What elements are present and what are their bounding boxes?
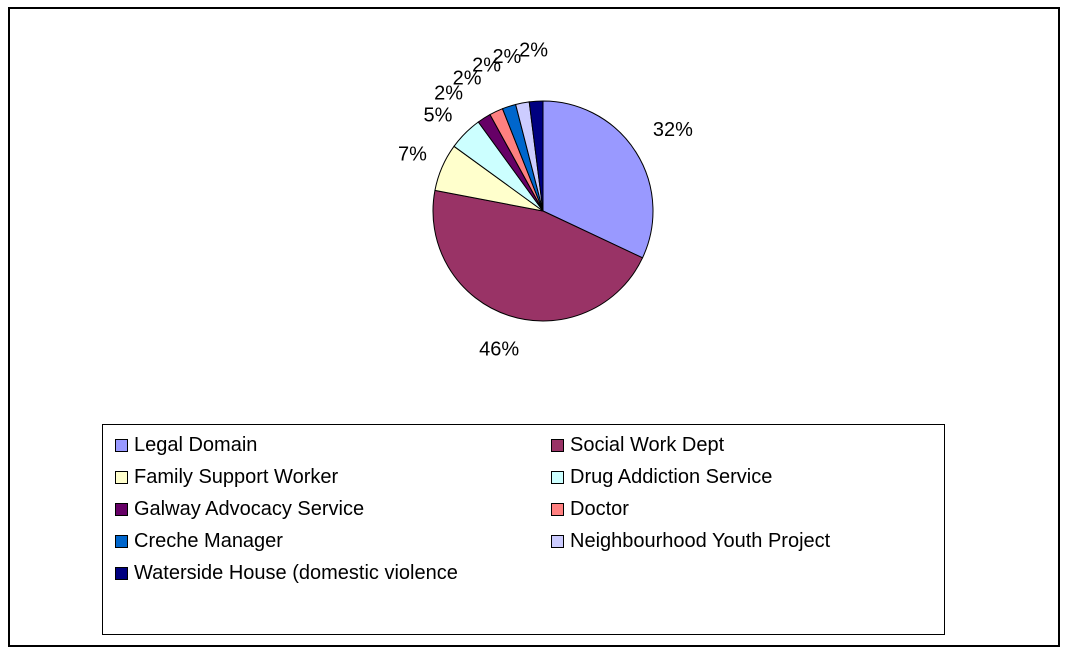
slice-label-4: 5%: [424, 104, 453, 126]
legend-swatch: [551, 470, 564, 484]
legend-swatch: [115, 470, 128, 484]
legend-item: Neighbourhood Youth Project: [551, 529, 830, 553]
pie-slice-9: [528, 100, 544, 212]
slice-label-1: 32%: [653, 119, 693, 141]
legend-label: Legal Domain: [134, 433, 258, 456]
legend-label: Neighbourhood Youth Project: [570, 529, 831, 552]
slice-label-9: 2%: [519, 40, 548, 62]
legend-label: Social Work Dept: [570, 433, 725, 456]
legend-swatch: [551, 438, 564, 452]
legend-item: Social Work Dept: [551, 433, 724, 457]
legend-swatch: [551, 502, 564, 516]
legend-item: Galway Advocacy Service: [115, 497, 364, 521]
legend-swatch: [115, 534, 128, 548]
legend-swatch: [115, 502, 128, 516]
legend-item: Waterside House (domestic violence: [115, 561, 458, 585]
legend-label: Galway Advocacy Service: [134, 497, 365, 520]
slice-label-6: 2%: [453, 68, 482, 90]
legend-swatch: [115, 566, 128, 580]
pie-slice-2: [432, 189, 644, 322]
legend-swatch: [551, 534, 564, 548]
slice-label-7: 2%: [472, 55, 501, 77]
legend-label: Waterside House (domestic violence: [134, 561, 458, 584]
legend-item: Creche Manager: [115, 529, 283, 553]
chart-legend: Legal Domain Social Work Dept Family Suppo…: [102, 424, 945, 635]
legend-label: Family Support Worker: [134, 465, 339, 488]
slice-label-2: 46%: [479, 338, 519, 360]
legend-item: Family Support Worker: [115, 465, 338, 489]
pie-chart: 32%46%7%5%2%2%2%2%2%: [398, 40, 693, 361]
slice-label-3: 7%: [398, 144, 427, 166]
legend-label: Doctor: [570, 497, 629, 520]
slice-label-8: 2%: [492, 46, 521, 68]
legend-swatch: [115, 438, 128, 452]
legend-label: Creche Manager: [134, 529, 283, 552]
chart-frame: 32% 46% 7% 5% 2% 2% 2% 2% 2% Legal Domain Social …: [8, 7, 1060, 647]
legend-item: Legal Domain: [115, 433, 257, 457]
slice-label-5: 2%: [434, 83, 463, 105]
legend-label: Drug Addiction Service: [570, 465, 773, 488]
legend-item: Drug Addiction Service: [551, 465, 772, 489]
legend-item: Doctor: [551, 497, 629, 521]
pie-slice-1: [542, 100, 654, 259]
